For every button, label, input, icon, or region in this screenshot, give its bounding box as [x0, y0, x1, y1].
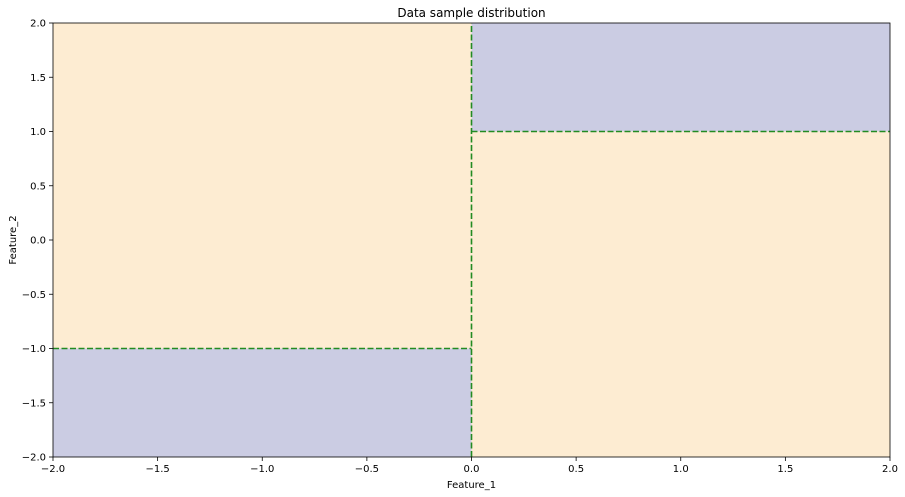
y-tick-label: 1.5	[30, 73, 46, 84]
y-tick-label: −1.0	[22, 344, 46, 355]
y-axis: −2.0 −1.5 −1.0 −0.5 0.0 0.5 1.0 1.5 2.0	[22, 19, 53, 464]
x-tick-label: −2.0	[41, 464, 65, 475]
x-tick-label: 0.0	[464, 464, 480, 475]
class-region-1	[53, 348, 472, 457]
y-tick-label: 0.5	[30, 181, 46, 192]
x-axis-label: Feature_1	[447, 480, 496, 491]
x-tick-label: −1.5	[145, 464, 169, 475]
y-tick-label: 2.0	[30, 19, 46, 30]
x-tick-label: 1.5	[777, 464, 793, 475]
x-tick-label: 0.5	[568, 464, 584, 475]
y-axis-label: Feature_2	[8, 215, 19, 264]
x-tick-label: 1.0	[673, 464, 689, 475]
y-tick-label: −1.5	[22, 398, 46, 409]
y-tick-label: 0.0	[30, 236, 46, 247]
x-tick-label: −1.0	[250, 464, 274, 475]
x-tick-label: −0.5	[355, 464, 379, 475]
class-region-2	[471, 23, 890, 132]
y-tick-label: −0.5	[22, 290, 46, 301]
y-tick-label: −2.0	[22, 453, 46, 464]
chart-title: Data sample distribution	[397, 6, 545, 20]
x-tick-label: 2.0	[882, 464, 898, 475]
boundaries-layer	[53, 23, 890, 457]
y-tick-label: 1.0	[30, 127, 46, 138]
x-axis: −2.0 −1.5 −1.0 −0.5 0.0 0.5 1.0 1.5 2.0	[41, 457, 898, 475]
